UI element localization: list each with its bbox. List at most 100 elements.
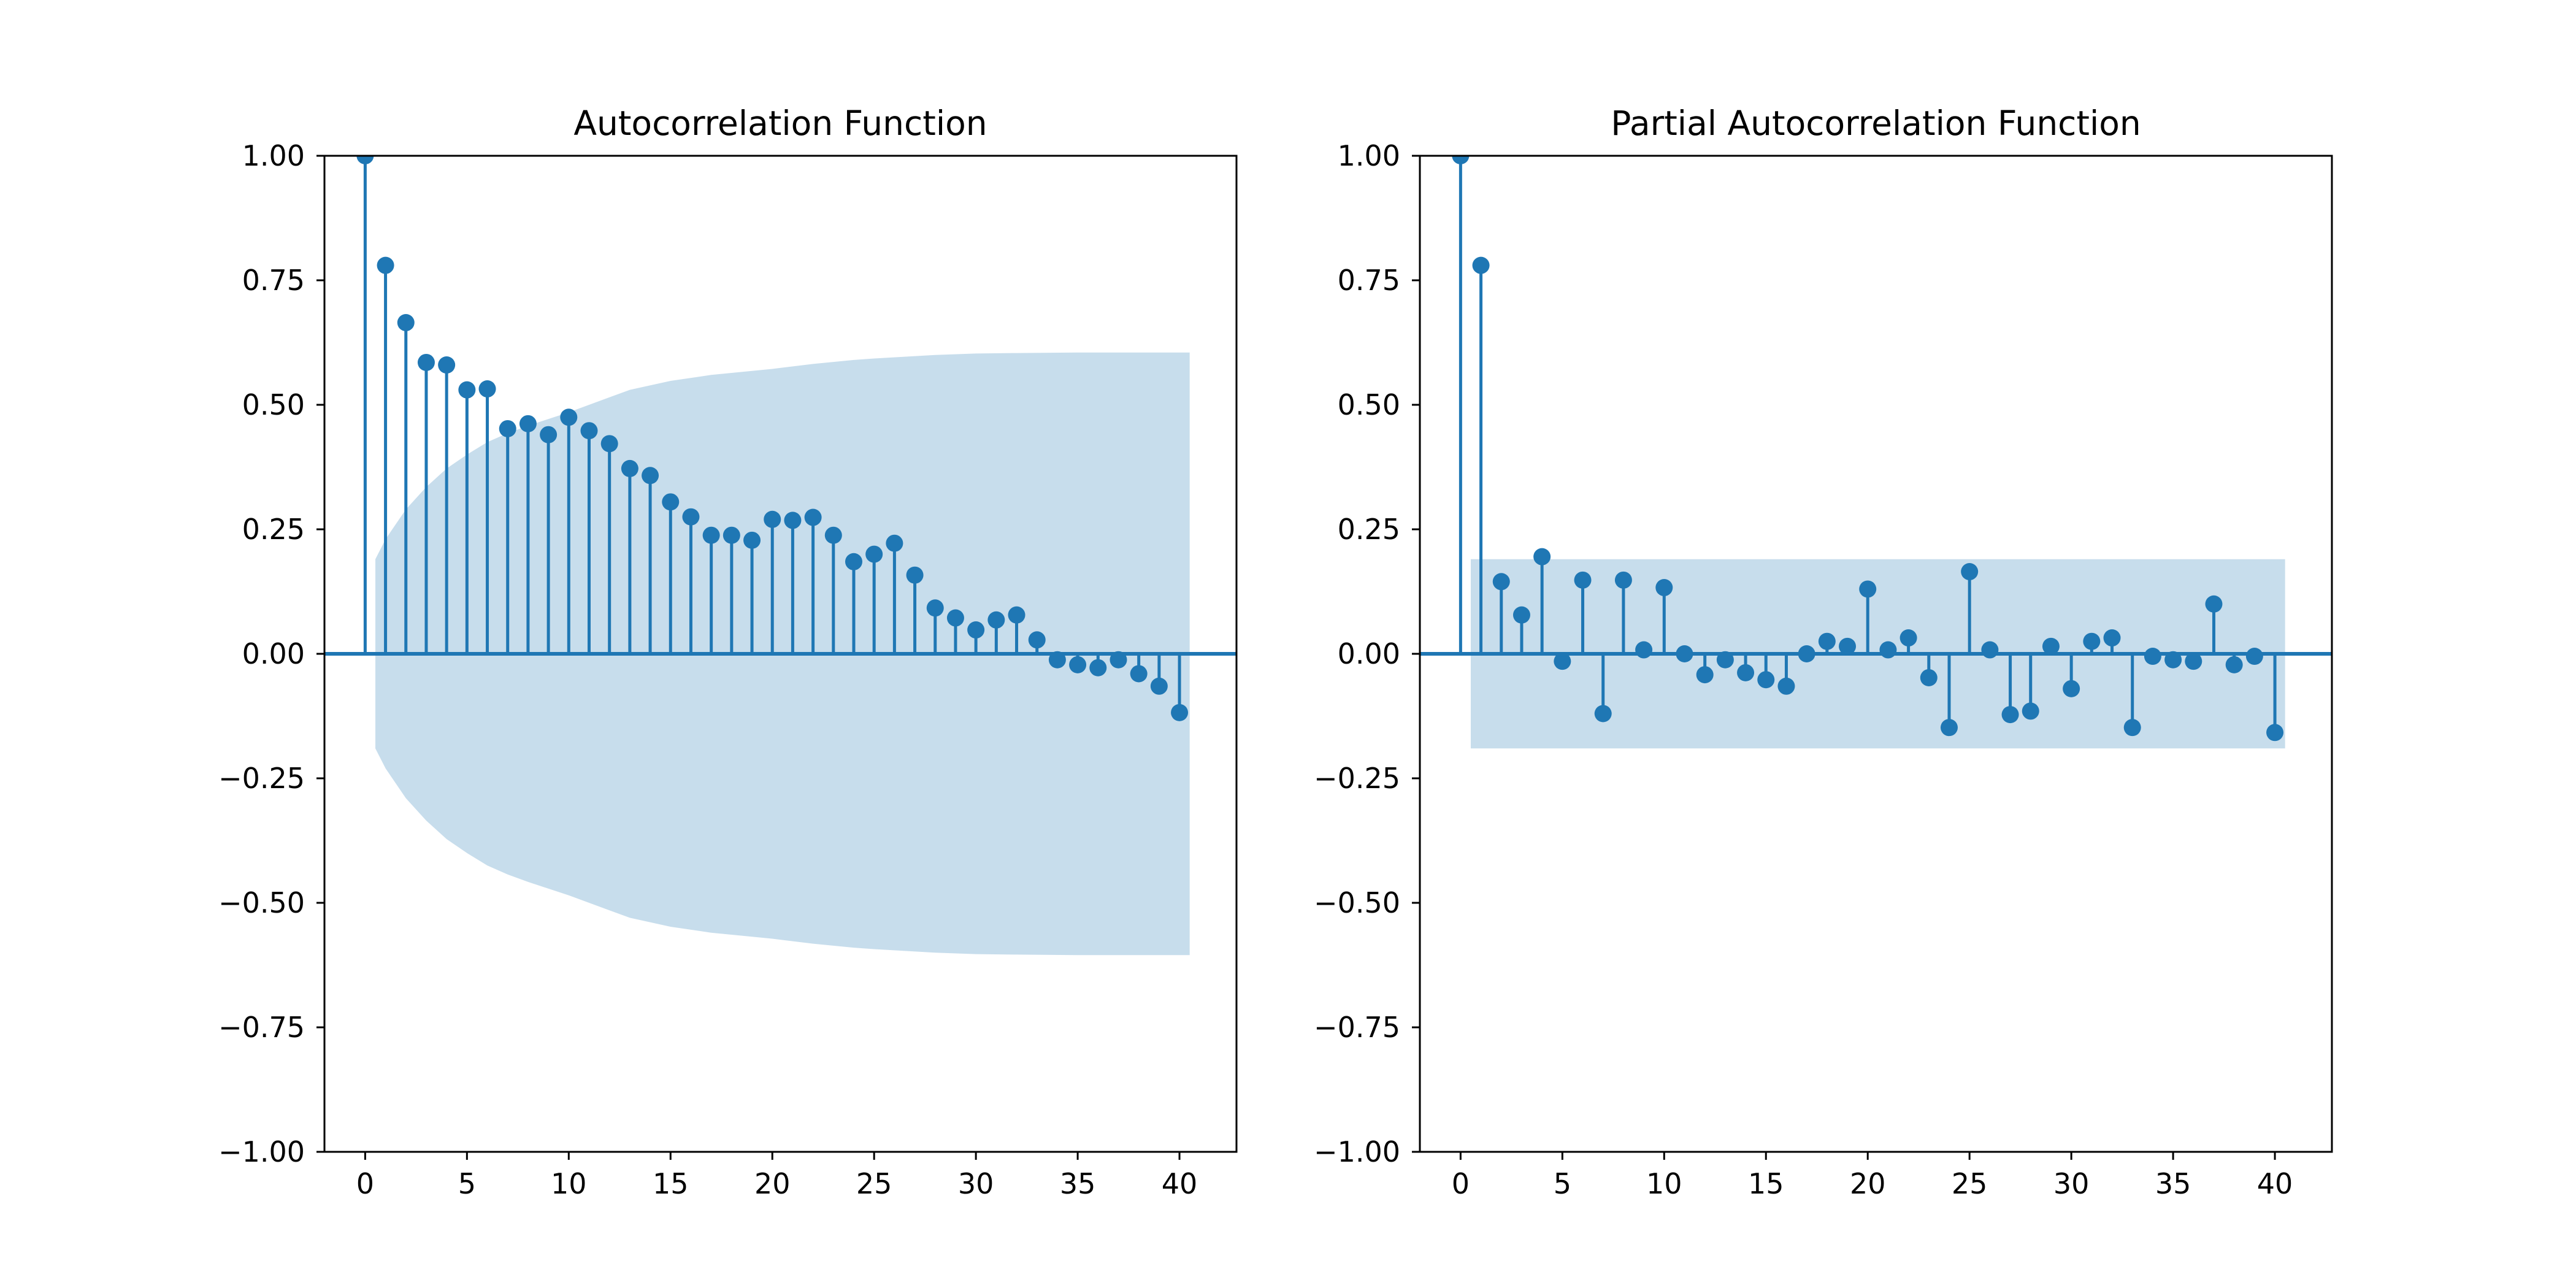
acf-marker-lag-10 <box>560 408 578 426</box>
acf-marker-lag-19 <box>743 531 761 549</box>
pacf-xtick-label: 35 <box>2155 1167 2191 1200</box>
acf-ytick-label: 0.75 <box>242 264 305 297</box>
acf-marker-lag-23 <box>824 526 842 544</box>
acf-panel: 0 5 10 15 20 25 30 35 40 1.00 0.75 0.50 0.25 0.00 −0.2… <box>218 104 1238 1200</box>
pacf-marker-lag-40 <box>2266 724 2284 742</box>
pacf-marker-lag-36 <box>2185 653 2202 670</box>
acf-marker-lag-32 <box>1008 606 1025 624</box>
pacf-marker-lag-24 <box>1940 719 1958 737</box>
acf-marker-lag-31 <box>987 611 1005 629</box>
acf-marker-lag-1 <box>377 256 394 274</box>
pacf-marker-lag-19 <box>1839 637 1857 655</box>
pacf-ytick-label: −0.50 <box>1314 886 1400 919</box>
acf-xtick-label: 40 <box>1162 1167 1198 1200</box>
pacf-title: Partial Autocorrelation Function <box>1611 104 2141 143</box>
pacf-marker-lag-16 <box>1777 677 1795 695</box>
acf-marker-lag-15 <box>662 493 680 511</box>
acf-marker-lag-17 <box>702 526 720 544</box>
acf-ytick-label: −1.00 <box>218 1135 305 1168</box>
acf-marker-lag-35 <box>1069 656 1087 673</box>
acf-xtick-label: 15 <box>653 1167 689 1200</box>
acf-marker-lag-18 <box>723 526 740 544</box>
acf-marker-lag-8 <box>519 415 537 432</box>
pacf-marker-lag-39 <box>2245 648 2263 665</box>
pacf-marker-lag-26 <box>1981 641 1999 659</box>
acf-xtick-label: 5 <box>458 1167 476 1200</box>
pacf-marker-lag-7 <box>1594 705 1612 723</box>
pacf-marker-lag-17 <box>1798 645 1815 662</box>
acf-ytick-label: 1.00 <box>242 139 305 172</box>
acf-ytick-label: −0.25 <box>218 762 305 795</box>
pacf-ytick-label: 0.75 <box>1338 264 1400 297</box>
pacf-marker-lag-33 <box>2123 719 2141 737</box>
pacf-marker-lag-6 <box>1574 571 1592 589</box>
acf-ytick-label: −0.50 <box>218 886 305 919</box>
acf-title: Autocorrelation Function <box>573 104 987 143</box>
pacf-marker-lag-34 <box>2144 648 2161 665</box>
acf-marker-lag-13 <box>621 459 638 477</box>
acf-marker-lag-2 <box>397 314 415 332</box>
pacf-xtick-label: 20 <box>1850 1167 1886 1200</box>
pacf-ytick-label: −0.75 <box>1314 1011 1400 1044</box>
pacf-marker-lag-3 <box>1512 606 1530 624</box>
pacf-marker-lag-12 <box>1696 666 1714 684</box>
acf-marker-lag-3 <box>417 353 435 371</box>
acf-marker-lag-27 <box>906 566 924 584</box>
acf-marker-lag-4 <box>438 356 456 374</box>
pacf-marker-lag-31 <box>2083 632 2101 650</box>
pacf-xtick-label: 15 <box>1748 1167 1784 1200</box>
pacf-marker-lag-14 <box>1737 664 1755 681</box>
acf-marker-lag-5 <box>458 381 476 399</box>
pacf-marker-lag-0 <box>1452 156 1470 164</box>
acf-marker-lag-16 <box>682 508 700 526</box>
pacf-marker-lag-29 <box>2042 637 2060 655</box>
pacf-marker-lag-4 <box>1533 548 1551 565</box>
pacf-marker-lag-20 <box>1859 580 1877 598</box>
acf-marker-lag-34 <box>1048 651 1066 669</box>
pacf-marker-lag-38 <box>2225 656 2243 673</box>
pacf-ytick-label: 0.50 <box>1338 388 1400 421</box>
acf-ytick-label: −0.75 <box>218 1011 305 1044</box>
pacf-ytick-label: −0.25 <box>1314 762 1400 795</box>
pacf-marker-lag-10 <box>1655 579 1673 597</box>
pacf-marker-lag-32 <box>2103 629 2121 647</box>
pacf-marker-lag-37 <box>2205 595 2223 613</box>
acf-marker-lag-30 <box>967 621 985 639</box>
pacf-marker-lag-23 <box>1920 669 1938 686</box>
pacf-xtick-label: 25 <box>1952 1167 1988 1200</box>
pacf-marker-lag-1 <box>1472 256 1490 274</box>
pacf-xtick-label: 40 <box>2257 1167 2293 1200</box>
pacf-xtick-label: 10 <box>1646 1167 1682 1200</box>
acf-marker-lag-38 <box>1130 665 1148 683</box>
pacf-marker-lag-13 <box>1716 651 1734 669</box>
acf-xtick-label: 0 <box>356 1167 374 1200</box>
acf-marker-lag-20 <box>764 510 781 528</box>
acf-marker-lag-28 <box>926 599 944 617</box>
pacf-xtick-label: 0 <box>1452 1167 1470 1200</box>
acf-ytick-label: 0.50 <box>242 388 305 421</box>
pacf-plot-area <box>1420 156 2332 749</box>
pacf-marker-lag-8 <box>1614 571 1632 589</box>
acf-xtick-label: 20 <box>754 1167 791 1200</box>
acf-ytick-label: 0.00 <box>242 637 305 670</box>
pacf-marker-lag-9 <box>1635 641 1653 659</box>
acf-ytick-label: 0.25 <box>242 513 305 546</box>
pacf-marker-lag-21 <box>1879 641 1897 659</box>
acf-xtick-label: 25 <box>856 1167 892 1200</box>
pacf-marker-lag-28 <box>2022 702 2039 720</box>
acf-marker-lag-0 <box>356 156 374 164</box>
pacf-ytick-label: 1.00 <box>1338 139 1400 172</box>
acf-marker-lag-9 <box>540 426 558 443</box>
acf-marker-lag-37 <box>1110 651 1127 669</box>
acf-marker-lag-29 <box>946 609 964 627</box>
pacf-marker-lag-35 <box>2164 651 2182 669</box>
pacf-marker-lag-30 <box>2063 680 2080 697</box>
acf-marker-lag-21 <box>784 512 802 529</box>
acf-marker-lag-36 <box>1089 659 1107 677</box>
acf-xtick-label: 35 <box>1060 1167 1096 1200</box>
acf-marker-lag-26 <box>886 534 903 552</box>
acf-xtick-label: 30 <box>958 1167 994 1200</box>
acf-xtick-label: 10 <box>551 1167 587 1200</box>
pacf-xtick-label: 30 <box>2053 1167 2090 1200</box>
